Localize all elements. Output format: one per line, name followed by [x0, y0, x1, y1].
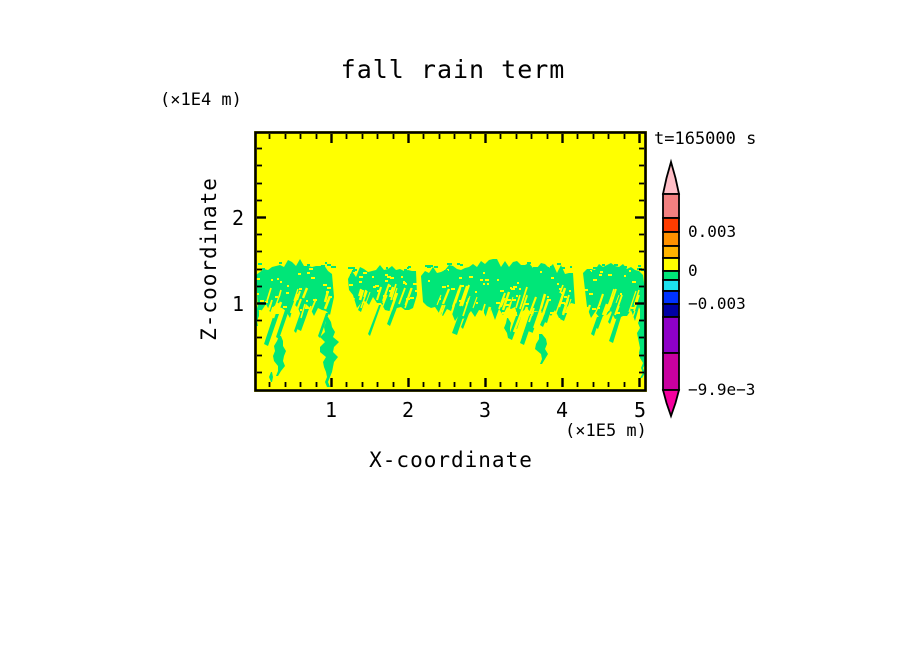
colorbar-label-zero: 0	[688, 261, 698, 280]
colorbar-label-min: −9.9e−3	[688, 380, 756, 399]
x-axis-units: (×1E5 m)	[565, 421, 647, 441]
y-tick-label-1: 1	[231, 292, 244, 316]
x-axis-label: X-coordinate	[369, 448, 533, 472]
plot-title: fall rain term	[340, 55, 566, 84]
y-axis-units: (×1E4 m)	[160, 90, 242, 110]
plot-area	[254, 131, 647, 392]
x-tick-label-2: 2	[401, 398, 415, 422]
x-tick-label-3: 3	[478, 398, 492, 422]
x-tick-label-4: 4	[555, 398, 569, 422]
colorbar-label-pos: 0.003	[688, 222, 737, 241]
x-tick-label-5: 5	[633, 398, 647, 422]
x-tick-label-1: 1	[324, 398, 338, 422]
colorbar-label-neg: −0.003	[688, 294, 746, 313]
y-axis-label: Z-coordinate	[197, 177, 221, 341]
time-annotation: t=165000 s	[654, 129, 757, 149]
colorbar	[661, 158, 681, 419]
y-tick-label-2: 2	[231, 206, 244, 230]
